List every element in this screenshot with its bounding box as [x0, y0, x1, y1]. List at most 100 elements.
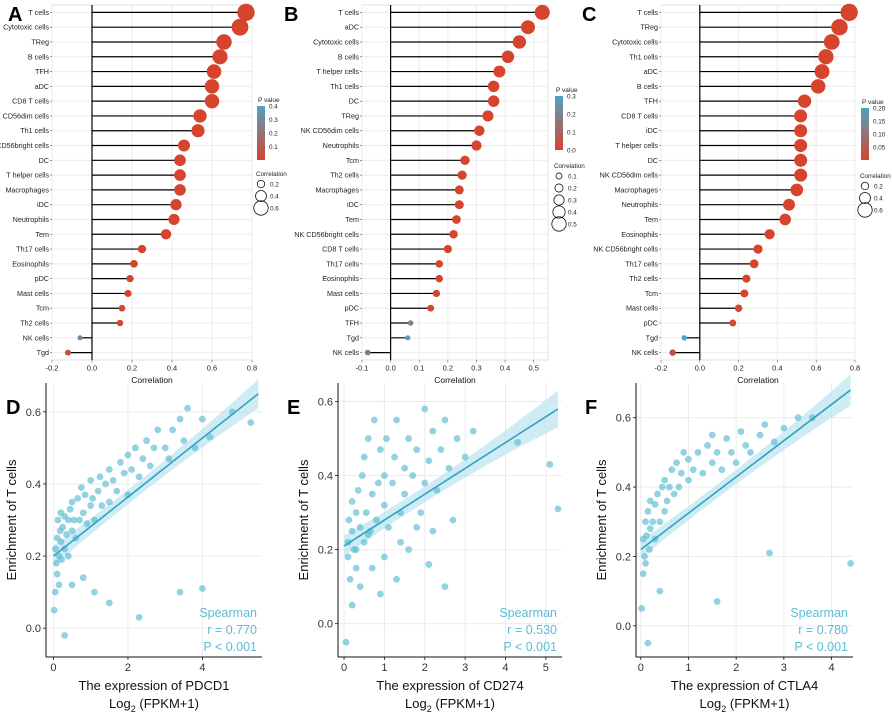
scatter-point — [55, 581, 63, 589]
scatter-point — [342, 638, 350, 646]
regression-line — [52, 393, 259, 557]
scatter-panel-f: 0 1 2 3 4 0.0 0.2 0.4 0.6 The expression of CTLA4… — [594, 374, 855, 714]
panel-letter-b: B — [284, 4, 298, 26]
pvalue-legend-label: 0.3 — [269, 117, 278, 124]
y-tick-label: 0.0 — [318, 619, 333, 631]
scatter-point — [68, 498, 76, 506]
scatter-point — [102, 480, 109, 488]
category-label: B cells — [28, 52, 50, 61]
category-label: TFH — [644, 97, 658, 106]
lollipop-dot — [457, 170, 467, 180]
correlation-size-legend: Correlation 0.1 0.2 0.3 0.4 0.5 — [551, 163, 585, 232]
scatter-point — [770, 438, 778, 446]
panel-letter-c: C — [582, 4, 596, 26]
category-label: Macrophages — [5, 185, 49, 194]
lollipop-dot — [794, 139, 808, 153]
y-tick-label: 0.6 — [318, 397, 333, 409]
lollipop-dot — [77, 335, 83, 341]
scatter-point — [641, 553, 648, 560]
size-legend-label: 0.2 — [568, 185, 577, 192]
scatter-point — [94, 487, 102, 495]
x-tick-label: 4 — [199, 662, 205, 674]
pvalue-legend-label: 0.05 — [873, 144, 886, 151]
scatter-point — [405, 435, 413, 442]
scatter-point — [165, 455, 173, 463]
lollipop-dot — [460, 155, 470, 166]
scatter-point — [680, 448, 688, 456]
scatter-point — [514, 438, 522, 446]
scatter-point — [645, 546, 653, 553]
lollipop-dot — [742, 274, 751, 283]
scatter-point — [429, 527, 437, 535]
lollipop-dot — [487, 80, 500, 93]
scatter-point — [397, 538, 404, 546]
lollipop-dot — [116, 319, 124, 327]
scatter-point — [654, 490, 661, 498]
scatter-point — [677, 469, 685, 477]
lollipop-dot — [160, 229, 172, 240]
x-axis-title: Correlation — [131, 375, 173, 385]
scatter-point — [469, 427, 477, 435]
category-label: NK CD56dim cells — [0, 111, 49, 120]
scatter-point — [348, 601, 356, 609]
x-tick-label: 1 — [685, 662, 691, 674]
category-label: Neutrophils — [622, 200, 659, 209]
log-prefix: Log — [109, 696, 131, 711]
category-label: TReg — [341, 111, 359, 120]
scatter-point — [368, 564, 376, 572]
category-label: pDC — [644, 319, 658, 328]
confidence-band — [53, 379, 259, 567]
scatter-point — [385, 524, 392, 531]
y-tick-label: 0.2 — [318, 545, 333, 557]
scatter-point — [663, 497, 671, 505]
category-label: Cytotoxic cells — [3, 23, 49, 32]
size-legend-circle — [253, 200, 269, 216]
scatter-point — [433, 486, 441, 494]
scatter-point — [421, 479, 429, 487]
scatter-point — [360, 453, 368, 461]
category-label: Tcm — [346, 156, 359, 165]
lollipop-dot — [783, 198, 796, 211]
scatter-point — [68, 581, 76, 589]
category-label: aDC — [644, 67, 658, 76]
category-label: TReg — [31, 37, 49, 46]
scatter-point — [651, 500, 659, 508]
lollipop-dot — [794, 168, 808, 182]
lollipop-dot — [512, 35, 527, 49]
category-label: CD8 T cells — [621, 111, 658, 120]
category-label: NK CD56bright cells — [0, 141, 49, 150]
x-tick-label: 0 — [50, 662, 56, 674]
x-tick-label: 4 — [828, 662, 834, 674]
size-legend-circle — [256, 179, 266, 189]
size-legend-circle — [255, 190, 267, 202]
category-label: B cells — [637, 82, 659, 91]
scatter-point — [381, 501, 388, 509]
scatter-point — [89, 494, 96, 502]
size-legend-label: 0.3 — [568, 197, 577, 204]
log-suffix: (FPKM+1) — [136, 696, 199, 711]
log-subscript: 2 — [721, 704, 726, 714]
scatter-point — [91, 588, 98, 596]
category-label: pDC — [345, 304, 359, 313]
category-label: NK cells — [632, 348, 659, 357]
scatter-point — [718, 466, 726, 474]
scatter-point — [50, 606, 58, 614]
size-legend-label: 0.2 — [270, 181, 279, 188]
x-tick-label: 0.0 — [385, 364, 395, 373]
scatter-point — [76, 516, 83, 524]
category-label: NK cells — [333, 348, 360, 357]
scatter-point — [360, 538, 368, 546]
scatter-point — [708, 431, 716, 439]
lollipop-dot — [753, 244, 763, 254]
scatter-point — [348, 498, 356, 505]
scatter-point — [87, 476, 95, 484]
scatter-point — [453, 435, 461, 442]
scatter-point — [98, 502, 106, 509]
x-tick-label: 0.8 — [247, 364, 257, 373]
pvalue-legend-title: P value — [258, 97, 280, 104]
scatter-point — [161, 444, 169, 452]
x-axis-title: The expression of PDCD1 — [78, 678, 229, 693]
scatter-point — [441, 583, 449, 591]
scatter-point — [713, 598, 721, 605]
